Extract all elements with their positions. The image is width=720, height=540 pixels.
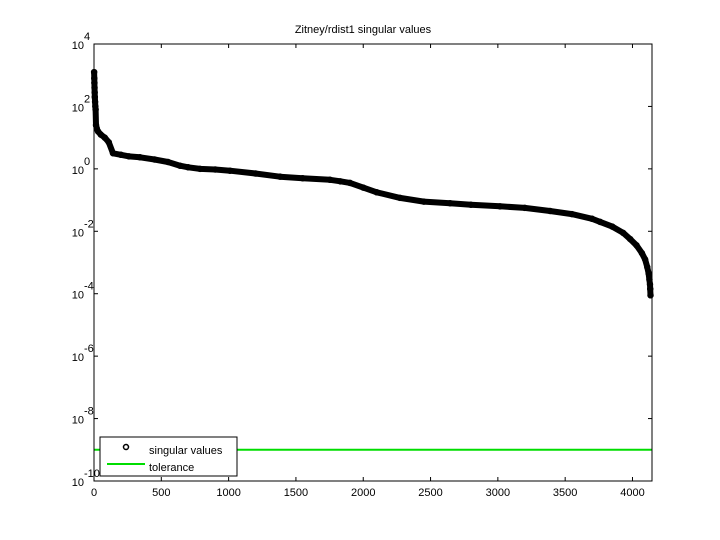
- singular-value-point: [136, 154, 144, 161]
- singular-value-point: [588, 215, 596, 223]
- singular-value-point: [226, 167, 234, 174]
- singular-value-point: [638, 249, 646, 257]
- singular-value-point: [644, 263, 651, 271]
- legend-marker-circle-icon: [122, 443, 130, 451]
- singular-value-point: [446, 199, 454, 207]
- singular-value-point: [467, 201, 475, 209]
- singular-value-point: [647, 292, 654, 299]
- singular-value-point: [346, 179, 354, 187]
- singular-value-point: [176, 162, 184, 169]
- singular-value-point: [299, 174, 306, 182]
- legend-box: [99, 436, 238, 477]
- singular-value-point: [609, 223, 616, 230]
- singular-value-point: [633, 242, 640, 249]
- singular-value-point: [568, 210, 576, 218]
- y-tick-label: 10: [72, 352, 84, 364]
- y-tick-exponent: -8: [84, 406, 94, 418]
- singular-value-point: [109, 150, 117, 157]
- y-tick-exponent: -4: [84, 281, 94, 293]
- x-tick-label: 2000: [351, 487, 375, 499]
- y-tick-label: 10: [72, 40, 84, 52]
- singular-value-point: [117, 151, 125, 159]
- singular-value-point: [596, 218, 604, 226]
- singular-value-point: [164, 158, 172, 166]
- singular-value-point: [521, 204, 529, 212]
- singular-value-point: [97, 131, 104, 138]
- legend: singular values tolerance: [99, 436, 238, 477]
- singular-value-point: [626, 235, 634, 243]
- chart-title: Zitney/rdist1 singular values: [295, 24, 432, 36]
- x-tick-label: 4000: [620, 487, 644, 499]
- y-tick-exponent: 0: [84, 156, 90, 168]
- singular-value-point: [546, 207, 554, 215]
- singular-value-point: [125, 153, 133, 160]
- singular-value-point: [641, 256, 649, 263]
- x-tick-label: 3500: [553, 487, 577, 499]
- x-tick-label: 1500: [284, 487, 308, 499]
- y-tick-exponent: 4: [84, 31, 90, 43]
- y-tick-label: 10: [72, 102, 84, 114]
- singular-value-point: [396, 194, 404, 202]
- singular-value-point: [211, 166, 219, 173]
- singular-value-point: [101, 134, 109, 141]
- singular-value-point: [151, 156, 158, 163]
- y-tick-exponent: -10: [84, 468, 100, 480]
- singular-value-point: [184, 164, 192, 171]
- y-tick-label: 10: [72, 165, 84, 177]
- y-tick-exponent: -6: [84, 343, 94, 355]
- x-tick-label: 1000: [216, 487, 240, 499]
- x-tick-label: 3000: [486, 487, 510, 499]
- plot-area: [94, 44, 652, 481]
- legend-label-tolerance: tolerance: [149, 462, 194, 474]
- singular-value-point: [359, 184, 367, 191]
- plot-frame: [93, 43, 653, 482]
- y-tick-label: 10: [72, 227, 84, 239]
- singular-value-point: [420, 198, 428, 205]
- legend-label-singular-values: singular values: [149, 445, 223, 457]
- singular-value-point: [337, 178, 344, 185]
- singular-value-point: [326, 176, 334, 184]
- x-tick-label: 500: [152, 487, 170, 499]
- singular-value-point: [645, 270, 652, 277]
- singular-value-point: [276, 173, 284, 180]
- y-tick-label: 10: [72, 477, 84, 489]
- y-tick-label: 10: [72, 290, 84, 302]
- y-tick-exponent: -2: [84, 218, 94, 230]
- x-tick-label: 2500: [418, 487, 442, 499]
- singular-value-point: [196, 165, 204, 173]
- singular-value-point: [373, 189, 380, 196]
- singular-value-point: [496, 203, 504, 210]
- singular-value-point: [105, 139, 113, 146]
- singular-value-point: [252, 170, 259, 177]
- singular-value-point: [619, 229, 627, 237]
- x-tick-label: 0: [91, 487, 97, 499]
- singular-value-point: [92, 106, 99, 113]
- y-tick-exponent: 2: [84, 93, 90, 105]
- y-tick-label: 10: [72, 415, 84, 427]
- singular-value-point: [646, 285, 654, 293]
